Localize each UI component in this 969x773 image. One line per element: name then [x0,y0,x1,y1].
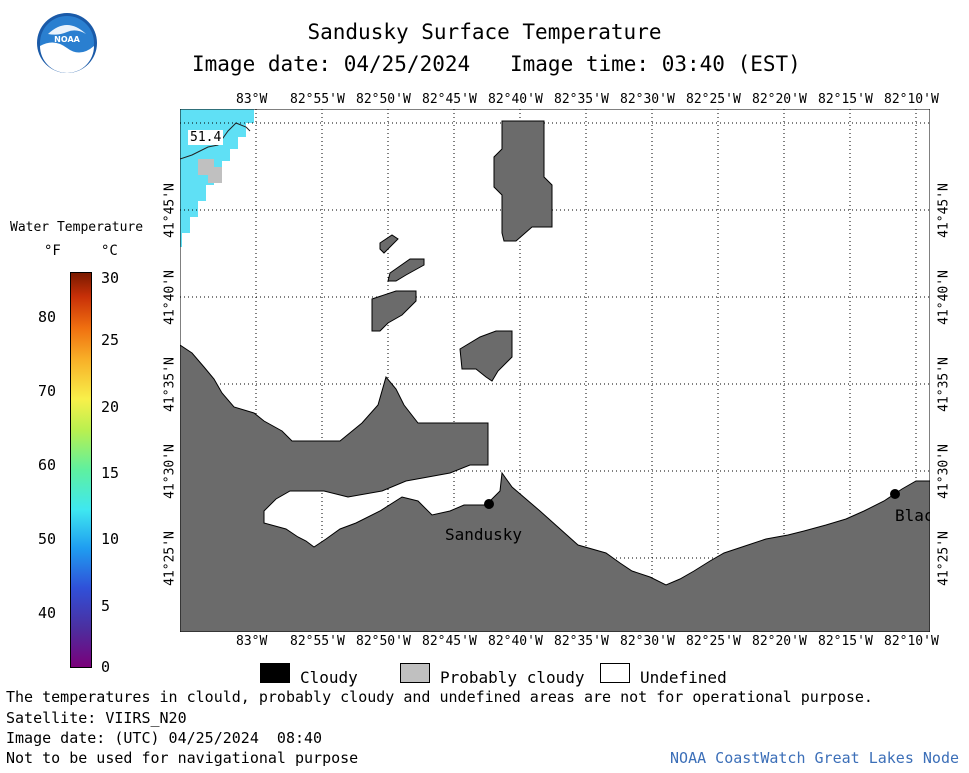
lon-label-top: 82°55'W [290,92,345,107]
lat-label-left: 41°25'N [162,531,178,586]
legend-cloudy-label: Cloudy [300,668,358,687]
pelee-island [493,120,553,242]
lon-label-bottom: 82°40'W [488,634,543,649]
legend-cloudy-swatch [260,663,290,683]
lon-label-bottom: 82°20'W [752,634,807,649]
small-islet [379,234,399,254]
colorbar-unit-c: °C [101,243,118,259]
blac-marker [890,489,900,499]
navigation-warning: Not to be used for navigational purpose [6,749,359,767]
lon-label-bottom: 82°30'W [620,634,675,649]
image-date: Image date: 04/25/2024 [192,52,471,76]
lon-label-bottom: 83°W [236,634,268,649]
noaa-logo-text: NOAA [54,35,80,44]
kelleys-island [459,330,513,382]
south-bass-island [371,290,417,332]
lon-label-bottom: 82°25'W [686,634,741,649]
credit-link[interactable]: NOAA CoastWatch Great Lakes Node [670,749,959,767]
colorbar-unit-f: °F [44,243,61,259]
lon-label-bottom: 82°50'W [356,634,411,649]
disclaimer-note: The temperatures in clould, probably clo… [6,688,873,706]
legend-undefined-label: Undefined [640,668,727,687]
colorbar-c-tick: 0 [101,658,111,676]
probably-cloudy-patch [198,159,222,183]
map-panel: 51.4 Sandusky Blac [180,109,930,632]
lat-label-left: 41°30'N [162,444,178,499]
temperature-readout: 51.4 [188,130,224,145]
colorbar [70,272,92,668]
lon-label-bottom: 82°45'W [422,634,477,649]
middle-bass-island [387,258,425,282]
lon-label-top: 82°15'W [818,92,873,107]
noaa-logo: NOAA [36,12,98,74]
page-title: Sandusky Surface Temperature [307,20,662,44]
lat-label-left: 41°35'N [162,357,178,412]
lon-label-top: 82°35'W [554,92,609,107]
lat-label-right: 41°40'N [936,270,952,325]
lon-label-top: 82°20'W [752,92,807,107]
satellite-info: Satellite: VIIRS_N20 [6,709,187,727]
lon-label-bottom: 82°15'W [818,634,873,649]
colorbar-c-tick: 5 [101,597,111,615]
city-label-blac: Blac [895,506,930,525]
colorbar-f-tick: 80 [38,308,57,326]
lon-label-top: 82°30'W [620,92,675,107]
legend-probably-cloudy-swatch [400,663,430,683]
colorbar-c-tick: 15 [101,464,120,482]
colorbar-c-tick: 25 [101,331,120,349]
image-time: Image time: 03:40 (EST) [510,52,801,76]
city-label-sandusky: Sandusky [445,525,523,544]
lat-label-right: 41°45'N [936,183,952,238]
lat-label-right: 41°25'N [936,531,952,586]
lon-label-top: 82°50'W [356,92,411,107]
colorbar-title: Water Temperature [10,220,144,235]
colorbar-f-tick: 40 [38,604,57,622]
lon-label-top: 82°25'W [686,92,741,107]
sandusky-marker [484,499,494,509]
lon-label-top: 82°40'W [488,92,543,107]
lat-label-left: 41°45'N [162,183,178,238]
colorbar-f-tick: 50 [38,530,57,548]
colorbar-f-tick: 70 [38,382,57,400]
lon-label-top: 82°45'W [422,92,477,107]
colorbar-f-tick: 60 [38,456,57,474]
mainland [180,344,930,632]
legend-undefined-swatch [600,663,630,683]
lon-label-bottom: 82°10'W [884,634,939,649]
lon-label-top: 82°10'W [884,92,939,107]
lat-label-right: 41°35'N [936,357,952,412]
lat-label-left: 41°40'N [162,270,178,325]
colorbar-c-tick: 30 [101,269,120,287]
lon-label-bottom: 82°35'W [554,634,609,649]
lat-label-right: 41°30'N [936,444,952,499]
colorbar-c-tick: 20 [101,398,120,416]
legend-probably-cloudy-label: Probably cloudy [440,668,585,687]
lon-label-bottom: 82°55'W [290,634,345,649]
utc-image-date: Image date: (UTC) 04/25/2024 08:40 [6,729,323,747]
colorbar-c-tick: 10 [101,530,120,548]
lon-label-top: 83°W [236,92,268,107]
